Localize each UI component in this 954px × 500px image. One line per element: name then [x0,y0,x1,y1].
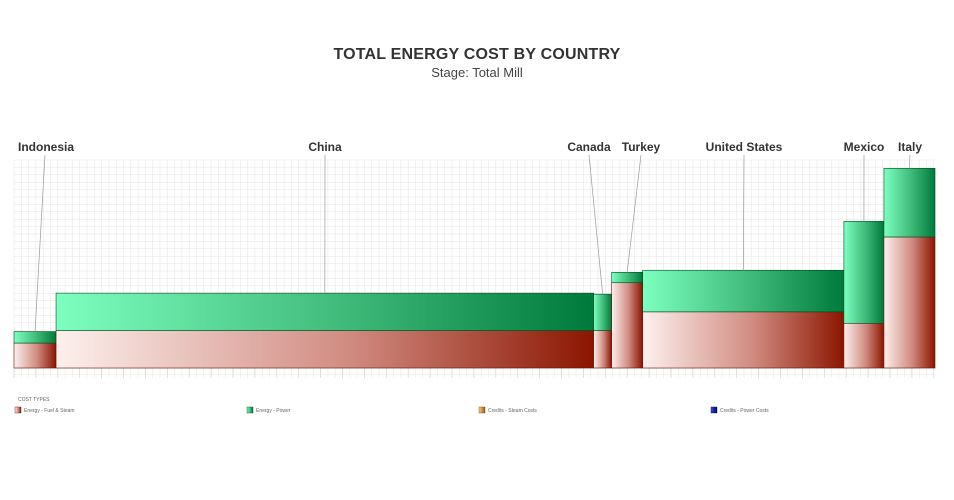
legend-swatch-credits-steam-costs [478,406,486,414]
country-label-indonesia: Indonesia [18,140,74,154]
country-label-united-states: United States [706,140,783,154]
country-label-china: China [308,140,342,154]
legend-swatch-energy-fuel-steam [14,406,22,414]
bar-china-energy-power [55,292,594,331]
bar-canada-energy-fuel-steam [593,330,612,369]
chart-subtitle: Stage: Total Mill [431,65,523,80]
legend-label-credits-steam-costs: Credits - Steam Costs [488,408,537,414]
country-label-canada: Canada [567,140,611,154]
leader-line-indonesia [34,154,46,332]
legend-swatch-credits-power-costs [710,406,718,414]
bar-turkey-energy-power [611,272,643,284]
bar-mexico-energy-power [843,221,885,324]
bar-italy-energy-power [883,168,936,238]
chart-bars [13,168,936,369]
bar-indonesia-energy-power [13,331,57,344]
country-label-turkey: Turkey [622,140,661,154]
country-labels: Indonesia China Canada Turkey United States M… [18,140,922,332]
chart-title: TOTAL ENERGY COST BY COUNTRY [333,46,621,63]
legend-label-credits-power-costs: Credits - Power Costs [720,408,769,414]
legend-swatch-energy-power [246,406,254,414]
bar-italy-energy-fuel-steam [883,236,936,369]
bar-united-states-energy-fuel-steam [642,311,845,369]
legend-label-energy-fuel-steam: Energy - Fuel & Steam [24,408,75,414]
legend-label-energy-power: Energy - Power [256,408,291,414]
bar-turkey-energy-fuel-steam [611,282,643,369]
legend-title: COST TYPES [18,397,50,403]
chart-legend: COST TYPES Energy - Fuel & Steam Energy - … [14,397,769,414]
leader-line-italy [909,154,911,169]
bar-china-energy-fuel-steam [55,330,594,369]
bar-indonesia-energy-fuel-steam [13,342,57,369]
country-label-italy: Italy [898,140,922,154]
leader-line-united-states [742,154,745,271]
bar-united-states-energy-power [642,269,845,313]
leader-line-turkey [626,154,642,273]
bar-mexico-energy-fuel-steam [843,322,885,369]
country-label-mexico: Mexico [844,140,885,154]
bar-canada-energy-power [593,293,612,331]
leader-line-canada [588,154,603,295]
